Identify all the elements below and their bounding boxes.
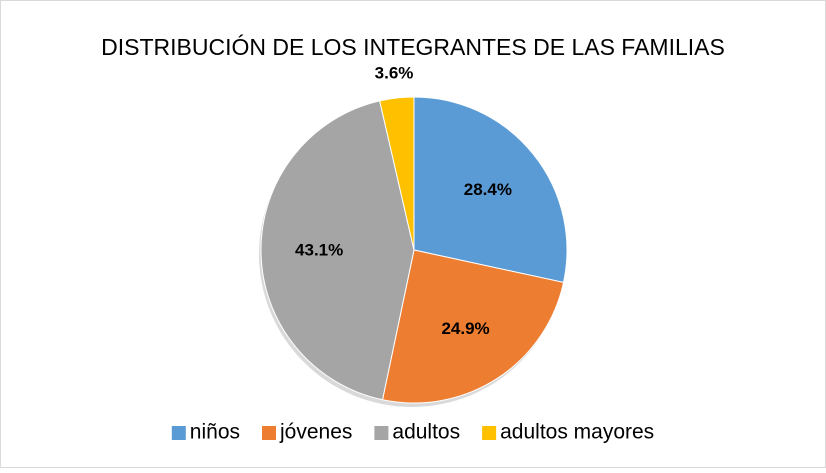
legend-label: jóvenes	[279, 421, 352, 444]
legend-swatch	[374, 426, 389, 440]
legend-swatch	[171, 426, 186, 440]
data-label: 3.6%	[375, 64, 414, 83]
legend-label: adultos mayores	[500, 421, 654, 444]
legend-label: niños	[190, 421, 240, 444]
pie-slice	[379, 96, 415, 251]
legend-swatch	[482, 426, 497, 440]
legend-swatch	[262, 426, 277, 440]
pie-slice	[413, 96, 568, 284]
chart-title: DISTRIBUCIÓN DE LOS INTEGRANTES DE LAS F…	[101, 34, 725, 60]
data-label: 43.1%	[295, 240, 343, 259]
pie-slice	[381, 249, 565, 404]
data-label: 28.4%	[464, 180, 512, 199]
data-label: 24.9%	[441, 319, 489, 338]
legend-label: adultos	[392, 421, 460, 444]
pie-slice	[260, 100, 415, 401]
